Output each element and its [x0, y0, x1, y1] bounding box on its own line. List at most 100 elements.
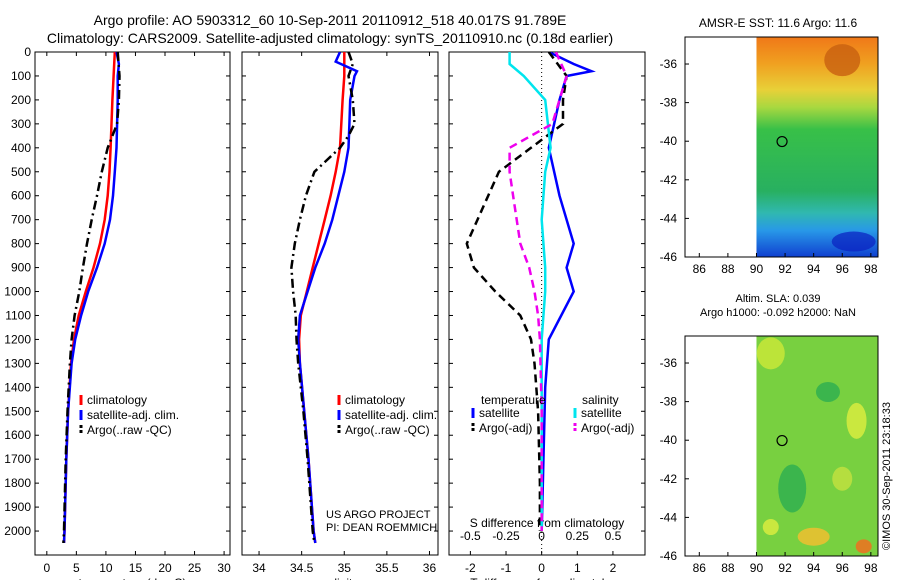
map-y-tick-label: -46: [660, 250, 678, 264]
sla-patch: [815, 381, 840, 402]
map-x-tick-label: 86: [693, 262, 707, 276]
sla-patch: [756, 337, 785, 370]
legend-label: Argo(..raw -QC): [87, 423, 172, 437]
x-tick-label: 1: [574, 561, 581, 575]
imos-credit: ©IMOS 30-Sep-2011 23:18:33: [881, 402, 893, 550]
sla-patch: [855, 539, 872, 554]
series-line-satellite-adj-clim-: [62, 52, 121, 544]
x-tick-label: 20: [158, 561, 172, 575]
depth-tick-label: 1800: [4, 476, 31, 490]
x-tick-label: 0: [43, 561, 50, 575]
legend-label: Argo(-adj): [581, 421, 634, 435]
legend-label: satellite: [581, 406, 622, 420]
map-x-tick-label: 90: [750, 262, 764, 276]
depth-tick-label: 1500: [4, 404, 31, 418]
map-y-tick-label: -36: [660, 356, 678, 370]
x-axis-label: salinity: [322, 576, 359, 580]
x-tick-label: 30: [217, 561, 231, 575]
salinity-tick-label: -0.5: [460, 529, 481, 543]
depth-tick-label: 600: [11, 189, 31, 203]
depth-tick-label: 1200: [4, 332, 31, 346]
map-frame: [684, 36, 879, 258]
s-diff-axis-label: S difference from climatology: [470, 516, 625, 530]
legend-title-salinity: salinity: [582, 393, 619, 407]
x-tick-label: 25: [188, 561, 202, 575]
depth-tick-label: 2000: [4, 524, 31, 538]
map-y-tick-label: -38: [660, 395, 678, 409]
x-tick-label: 36: [423, 561, 437, 575]
x-tick-label: 5: [73, 561, 80, 575]
depth-tick-label: 1600: [4, 428, 31, 442]
depth-tick-label: 800: [11, 237, 31, 251]
sla-patch: [846, 402, 867, 439]
x-tick-label: -1: [501, 561, 512, 575]
depth-tick-label: 500: [11, 165, 31, 179]
x-tick-label: 35.5: [375, 561, 399, 575]
map-x-tick-label: 88: [721, 561, 735, 575]
salinity-tick-label: 0: [538, 529, 545, 543]
map-y-tick-label: -40: [660, 433, 678, 447]
depth-tick-label: 300: [11, 117, 31, 131]
x-tick-label: 34.5: [290, 561, 314, 575]
map-x-tick-label: 92: [778, 262, 792, 276]
x-tick-label: 34: [252, 561, 266, 575]
legend-label: Argo(..raw -QC): [345, 423, 430, 437]
map-x-tick-label: 90: [750, 561, 764, 575]
map-y-tick-label: -42: [660, 472, 678, 486]
map-x-tick-label: 96: [836, 561, 850, 575]
x-tick-label: 0: [538, 561, 545, 575]
depth-tick-label: 100: [11, 69, 31, 83]
depth-tick-label: 1100: [5, 308, 31, 322]
map-y-tick-label: -36: [660, 57, 678, 71]
map-x-tick-label: 98: [864, 561, 878, 575]
depth-tick-label: 1000: [4, 285, 31, 299]
series-line-satellite-adj-clim-: [296, 52, 359, 544]
x-tick-label: 10: [99, 561, 113, 575]
map-x-tick-label: 94: [807, 561, 821, 575]
header-line-1: Argo profile: AO 5903312_60 10-Sep-2011 …: [93, 12, 567, 28]
map-x-tick-label: 96: [836, 262, 850, 276]
legend-label: satellite: [479, 406, 520, 420]
sst-map-title: AMSR-E SST: 11.6 Argo: 11.6: [699, 16, 858, 30]
map-x-tick-label: 86: [693, 561, 707, 575]
map-y-tick-label: -42: [660, 173, 678, 187]
depth-tick-label: 0: [24, 45, 31, 59]
argo-location-marker: [776, 434, 788, 447]
header-line-2: Climatology: CARS2009. Satellite-adjuste…: [46, 30, 614, 46]
diff-series-salinity-argo-adj-: [508, 52, 568, 531]
depth-tick-label: 400: [11, 141, 31, 155]
sst-cold-patch: [831, 231, 876, 252]
legend-label: climatology: [87, 393, 147, 407]
map-frame: [684, 335, 879, 557]
sla-patch: [762, 519, 779, 536]
depth-tick-label: 200: [11, 93, 31, 107]
depth-tick-label: 1900: [4, 500, 31, 514]
sst-warm-patch: [824, 44, 861, 77]
salinity-tick-label: 0.5: [605, 529, 622, 543]
x-tick-label: -2: [465, 561, 476, 575]
sla-patch: [832, 466, 853, 491]
argo-location-marker: [776, 135, 788, 148]
legend-label: Argo(-adj): [479, 421, 532, 435]
map-y-tick-label: -46: [660, 549, 678, 563]
map-x-tick-label: 88: [721, 262, 735, 276]
legend-title-temperature: temperature: [481, 393, 546, 407]
legend-label: satellite-adj. clim.: [345, 408, 437, 422]
salinity-tick-label: 0.25: [566, 529, 590, 543]
sla-field: [756, 336, 878, 556]
map-x-tick-label: 98: [864, 262, 878, 276]
sla-patch: [778, 464, 807, 513]
map-x-tick-label: 94: [807, 262, 821, 276]
depth-tick-label: 1400: [4, 380, 31, 394]
map-y-tick-label: -38: [660, 96, 678, 110]
map-y-tick-label: -44: [660, 510, 678, 524]
map-x-tick-label: 92: [778, 561, 792, 575]
map-y-tick-label: -44: [660, 211, 678, 225]
sla-map-title-line2: Argo h1000: -0.092 h2000: NaN: [700, 307, 856, 319]
legend-label: satellite-adj. clim.: [87, 408, 179, 422]
t-diff-axis-label: T difference from climatology: [470, 576, 624, 580]
diff-series-salinity-satellite: [508, 52, 552, 531]
depth-tick-label: 900: [11, 261, 31, 275]
x-tick-label: 15: [129, 561, 143, 575]
